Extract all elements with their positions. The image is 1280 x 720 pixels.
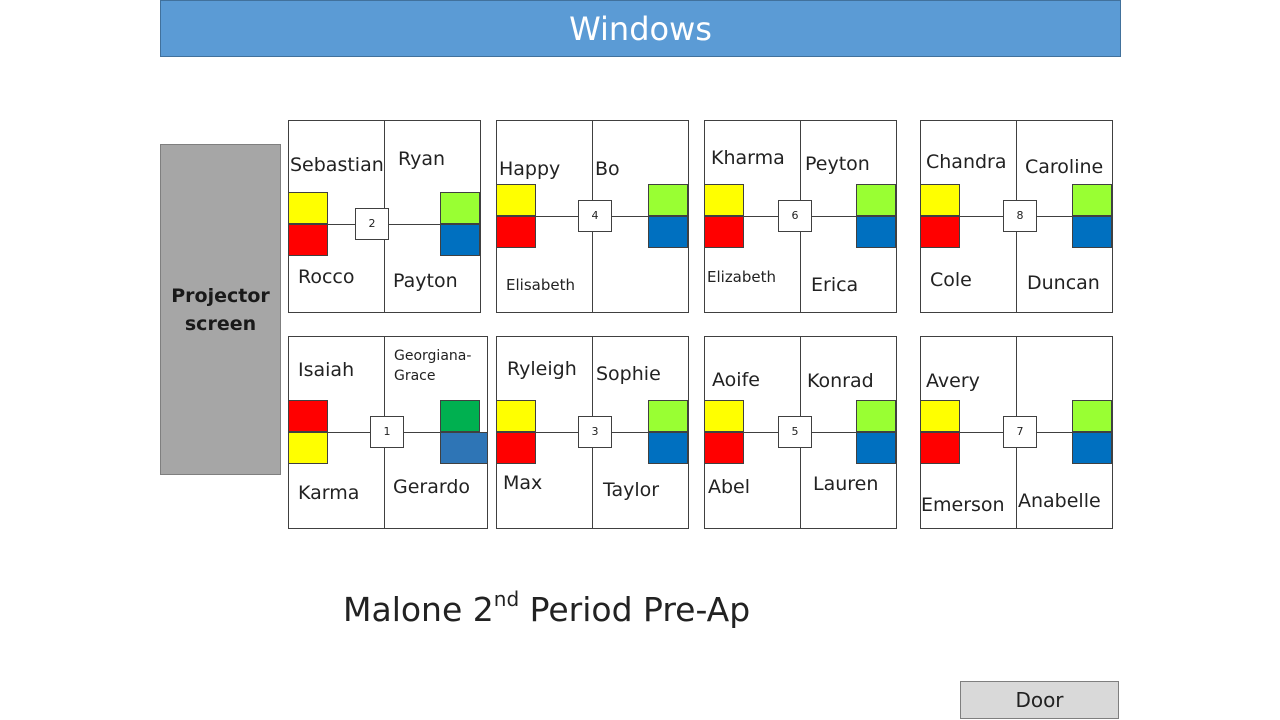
seat-square-blue <box>440 224 480 256</box>
student-name: Emerson <box>921 494 1005 516</box>
table-number: 1 <box>370 416 404 448</box>
seat-square-lime <box>856 184 896 216</box>
seat-square-yellow <box>496 400 536 432</box>
student-name: Peyton <box>805 153 870 175</box>
seat-square-red <box>496 432 536 464</box>
student-name: Lauren <box>813 473 879 495</box>
windows-label: Windows <box>160 0 1121 57</box>
student-name: Anabelle <box>1018 490 1101 512</box>
seat-square-lime <box>648 184 688 216</box>
table-number: 6 <box>778 200 812 232</box>
student-name: Taylor <box>603 479 660 501</box>
seat-square-blue <box>648 432 688 464</box>
seat-square-yellow <box>288 432 328 464</box>
student-name: Ryan <box>398 148 446 170</box>
seat-square-yellow <box>704 400 744 432</box>
seat-square-yellow <box>920 184 960 216</box>
title-prefix: Malone 2 <box>343 590 494 629</box>
seat-square-steel-blue <box>440 432 488 464</box>
seat-square-blue <box>648 216 688 248</box>
table-connector <box>328 432 488 433</box>
title-superscript: nd <box>493 587 520 611</box>
seat-square-blue <box>856 432 896 464</box>
table-number: 4 <box>578 200 612 232</box>
seat-square-lime <box>856 400 896 432</box>
seat-square-yellow <box>288 192 328 224</box>
seat-square-lime <box>1072 400 1112 432</box>
table-number: 7 <box>1003 416 1037 448</box>
seat-square-red <box>288 400 328 432</box>
table-number: 5 <box>778 416 812 448</box>
seat-square-lime <box>648 400 688 432</box>
page-title: Malone 2nd Period Pre-Ap <box>343 587 751 629</box>
seat-square-red <box>920 216 960 248</box>
door-label: Door <box>960 681 1119 719</box>
seat-square-lime <box>440 192 480 224</box>
title-suffix: Period Pre-Ap <box>519 590 751 629</box>
projector-screen: Projector screen <box>160 144 281 475</box>
seat-square-red <box>704 216 744 248</box>
student-name: Rocco <box>298 266 355 288</box>
student-name: Happy <box>499 158 561 180</box>
student-name: Abel <box>708 476 751 498</box>
seat-square-blue <box>1072 432 1112 464</box>
student-name: Aoife <box>712 369 760 391</box>
projector-label-line2: screen <box>184 312 257 335</box>
projector-label-line1: Projector <box>171 284 270 307</box>
student-name: Kharma <box>711 147 785 169</box>
seat-square-red <box>920 432 960 464</box>
seat-square-red <box>496 216 536 248</box>
student-name: Isaiah <box>298 359 355 381</box>
student-name: Cole <box>930 269 972 291</box>
student-name: Payton <box>393 270 458 292</box>
seat-square-green <box>440 400 480 432</box>
seat-square-yellow <box>704 184 744 216</box>
student-name: Sophie <box>596 363 661 385</box>
student-name: Elizabeth <box>707 268 777 286</box>
table-number: 2 <box>355 208 389 240</box>
student-name: Bo <box>595 158 620 180</box>
student-name: Sebastian <box>290 154 384 176</box>
student-name: Avery <box>926 370 980 392</box>
student-name: Gerardo <box>393 476 471 498</box>
student-name: Elisabeth <box>506 276 575 294</box>
student-name: Max <box>503 472 543 494</box>
student-name: Chandra <box>926 151 1007 173</box>
student-name: Konrad <box>807 370 874 392</box>
seat-square-red <box>288 224 328 256</box>
student-name: Georgiana-Grace <box>394 348 472 384</box>
table-number: 3 <box>578 416 612 448</box>
seat-square-yellow <box>920 400 960 432</box>
seat-square-red <box>704 432 744 464</box>
seat-square-lime <box>1072 184 1112 216</box>
table-number: 8 <box>1003 200 1037 232</box>
student-name: Caroline <box>1025 156 1104 178</box>
seat-square-blue <box>1072 216 1112 248</box>
student-name: Ryleigh <box>507 358 577 380</box>
seat-square-blue <box>856 216 896 248</box>
seat-square-yellow <box>496 184 536 216</box>
student-name: Karma <box>298 482 360 504</box>
student-name: Duncan <box>1027 272 1100 294</box>
student-name: Erica <box>811 274 859 296</box>
